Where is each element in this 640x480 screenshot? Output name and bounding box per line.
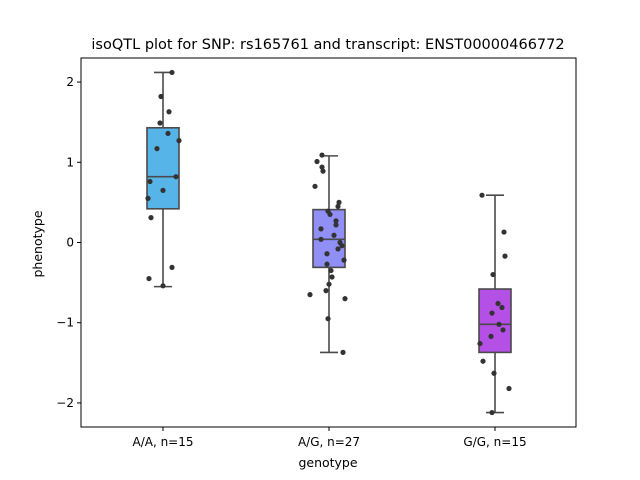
data-point: [158, 93, 164, 100]
data-point: [336, 199, 342, 205]
box-group-1: [146, 71, 180, 288]
data-point: [146, 275, 152, 282]
data-point: [335, 203, 341, 210]
x-tick-label: A/G, n=27: [298, 435, 360, 449]
data-point: [489, 310, 495, 316]
box: [478, 288, 512, 354]
points-group-3: [477, 192, 512, 416]
y-axis-label: phenotype: [30, 210, 45, 277]
data-point: [323, 288, 329, 294]
y-tick-label: −1: [56, 316, 74, 330]
data-point: [501, 229, 507, 235]
data-point: [489, 409, 495, 416]
y-tick-label: 2: [66, 75, 74, 89]
data-point: [326, 281, 332, 287]
data-point: [325, 316, 331, 322]
data-point: [341, 257, 347, 263]
data-point: [319, 164, 325, 170]
box: [146, 126, 180, 210]
y-tick-label: −2: [56, 396, 74, 410]
data-point: [319, 152, 325, 158]
data-point: [318, 236, 324, 242]
data-point: [490, 271, 496, 278]
data-point: [502, 253, 508, 259]
data-point: [500, 327, 506, 333]
data-point: [147, 178, 153, 185]
data-point: [340, 349, 346, 355]
data-point: [324, 261, 330, 267]
data-point: [160, 187, 166, 193]
data-point: [480, 358, 486, 364]
data-point: [173, 174, 179, 180]
data-point: [157, 120, 163, 126]
data-point: [327, 211, 333, 218]
points-group-1: [145, 69, 182, 289]
data-point: [320, 168, 326, 174]
data-point: [333, 218, 339, 224]
data-point: [165, 130, 171, 137]
data-point: [495, 300, 501, 307]
data-point: [339, 243, 345, 249]
data-point: [328, 267, 334, 274]
data-point: [333, 222, 339, 228]
data-point: [479, 192, 485, 198]
data-point: [491, 370, 497, 376]
data-point: [335, 246, 341, 252]
data-point: [169, 69, 175, 76]
data-point: [148, 215, 154, 221]
data-point: [307, 292, 313, 298]
data-point: [154, 146, 160, 152]
x-tick-label: A/A, n=15: [132, 435, 193, 449]
chart-title: isoQTL plot for SNP: rs165761 and transc…: [91, 37, 564, 53]
x-tick-label: G/G, n=15: [463, 435, 526, 449]
data-point: [331, 232, 337, 238]
data-point: [160, 283, 166, 289]
data-point: [166, 109, 172, 115]
points-group-2: [307, 152, 348, 355]
box: [312, 208, 346, 269]
y-tick-label: 1: [66, 155, 74, 169]
data-point: [169, 264, 175, 270]
y-axis: 2 1 0 −1 −2: [56, 75, 81, 410]
x-axis: A/A, n=15 A/G, n=27 G/G, n=15: [132, 427, 527, 449]
data-point: [496, 321, 502, 327]
data-point: [506, 385, 512, 392]
data-point: [329, 274, 335, 280]
data-point: [145, 195, 151, 201]
data-point: [318, 226, 324, 232]
y-tick-label: 0: [66, 236, 74, 250]
data-point: [477, 340, 483, 347]
box-group-3: [478, 194, 512, 414]
data-point: [314, 158, 320, 165]
data-point: [312, 183, 318, 189]
data-point: [176, 138, 182, 144]
x-axis-label: genotype: [298, 455, 357, 470]
data-point: [488, 333, 494, 339]
data-point: [499, 304, 505, 311]
plot-area: [80, 57, 577, 428]
data-point: [324, 251, 330, 257]
box-group-2: [312, 155, 346, 354]
data-point: [342, 296, 348, 302]
